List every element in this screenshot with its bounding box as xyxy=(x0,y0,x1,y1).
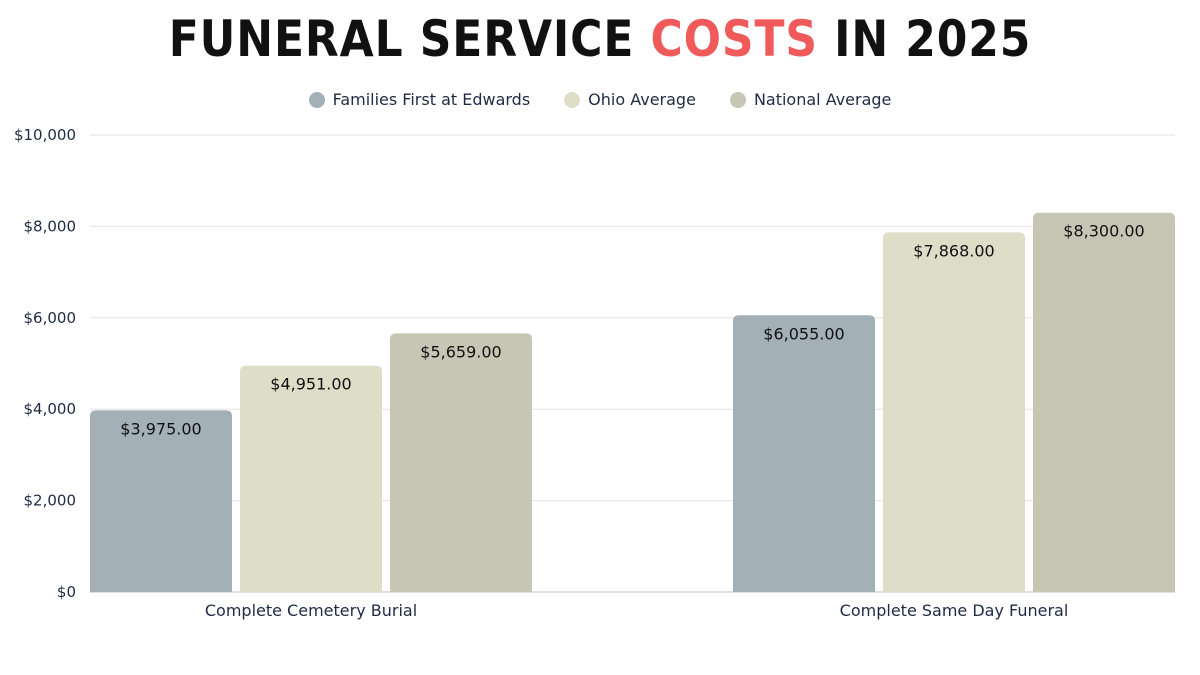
bar-0-1 xyxy=(240,365,382,592)
data-label-1-2: $8,300.00 xyxy=(1063,222,1144,241)
legend-item-ohio-average: Ohio Average xyxy=(564,90,696,109)
title-part2: IN 2025 xyxy=(817,10,1032,68)
x-category-label-0: Complete Cemetery Burial xyxy=(205,601,417,620)
legend-label-national-average: National Average xyxy=(753,90,892,109)
y-tick-label-10000: $10,000 xyxy=(14,126,76,144)
legend-label-families-first: Families First at Edwards xyxy=(332,90,531,109)
legend-item-families-first: Families First at Edwards xyxy=(308,90,531,109)
chart-title: FUNERAL SERVICE COSTS IN 2025 xyxy=(72,10,1128,68)
legend-label-ohio-average: Ohio Average xyxy=(588,90,696,109)
data-label-1-0: $6,055.00 xyxy=(763,324,844,343)
data-label-0-0: $3,975.00 xyxy=(120,419,201,438)
bar-1-0 xyxy=(733,315,875,592)
y-tick-label-6000: $6,000 xyxy=(24,309,77,327)
y-tick-label-8000: $8,000 xyxy=(24,217,77,235)
data-label-0-2: $5,659.00 xyxy=(420,342,501,361)
y-tick-label-0: $0 xyxy=(57,583,76,601)
legend: Families First at Edwards Ohio Average N… xyxy=(0,90,1200,109)
data-label-0-1: $4,951.00 xyxy=(270,375,351,394)
title-highlight: COSTS xyxy=(650,10,818,68)
legend-item-national-average: National Average xyxy=(729,90,892,109)
x-category-label-1: Complete Same Day Funeral xyxy=(840,601,1069,620)
bar-1-2 xyxy=(1033,212,1175,592)
bar-0-2 xyxy=(390,333,532,592)
legend-swatch-ohio-average xyxy=(564,91,581,108)
legend-swatch-families-first xyxy=(308,91,325,108)
bar-0-0 xyxy=(90,410,232,592)
y-tick-label-4000: $4,000 xyxy=(24,400,77,418)
bar-1-1 xyxy=(883,232,1025,592)
legend-swatch-national-average xyxy=(729,91,746,108)
title-part1: FUNERAL SERVICE xyxy=(168,10,651,68)
y-tick-label-2000: $2,000 xyxy=(24,492,77,510)
data-label-1-1: $7,868.00 xyxy=(913,241,994,260)
